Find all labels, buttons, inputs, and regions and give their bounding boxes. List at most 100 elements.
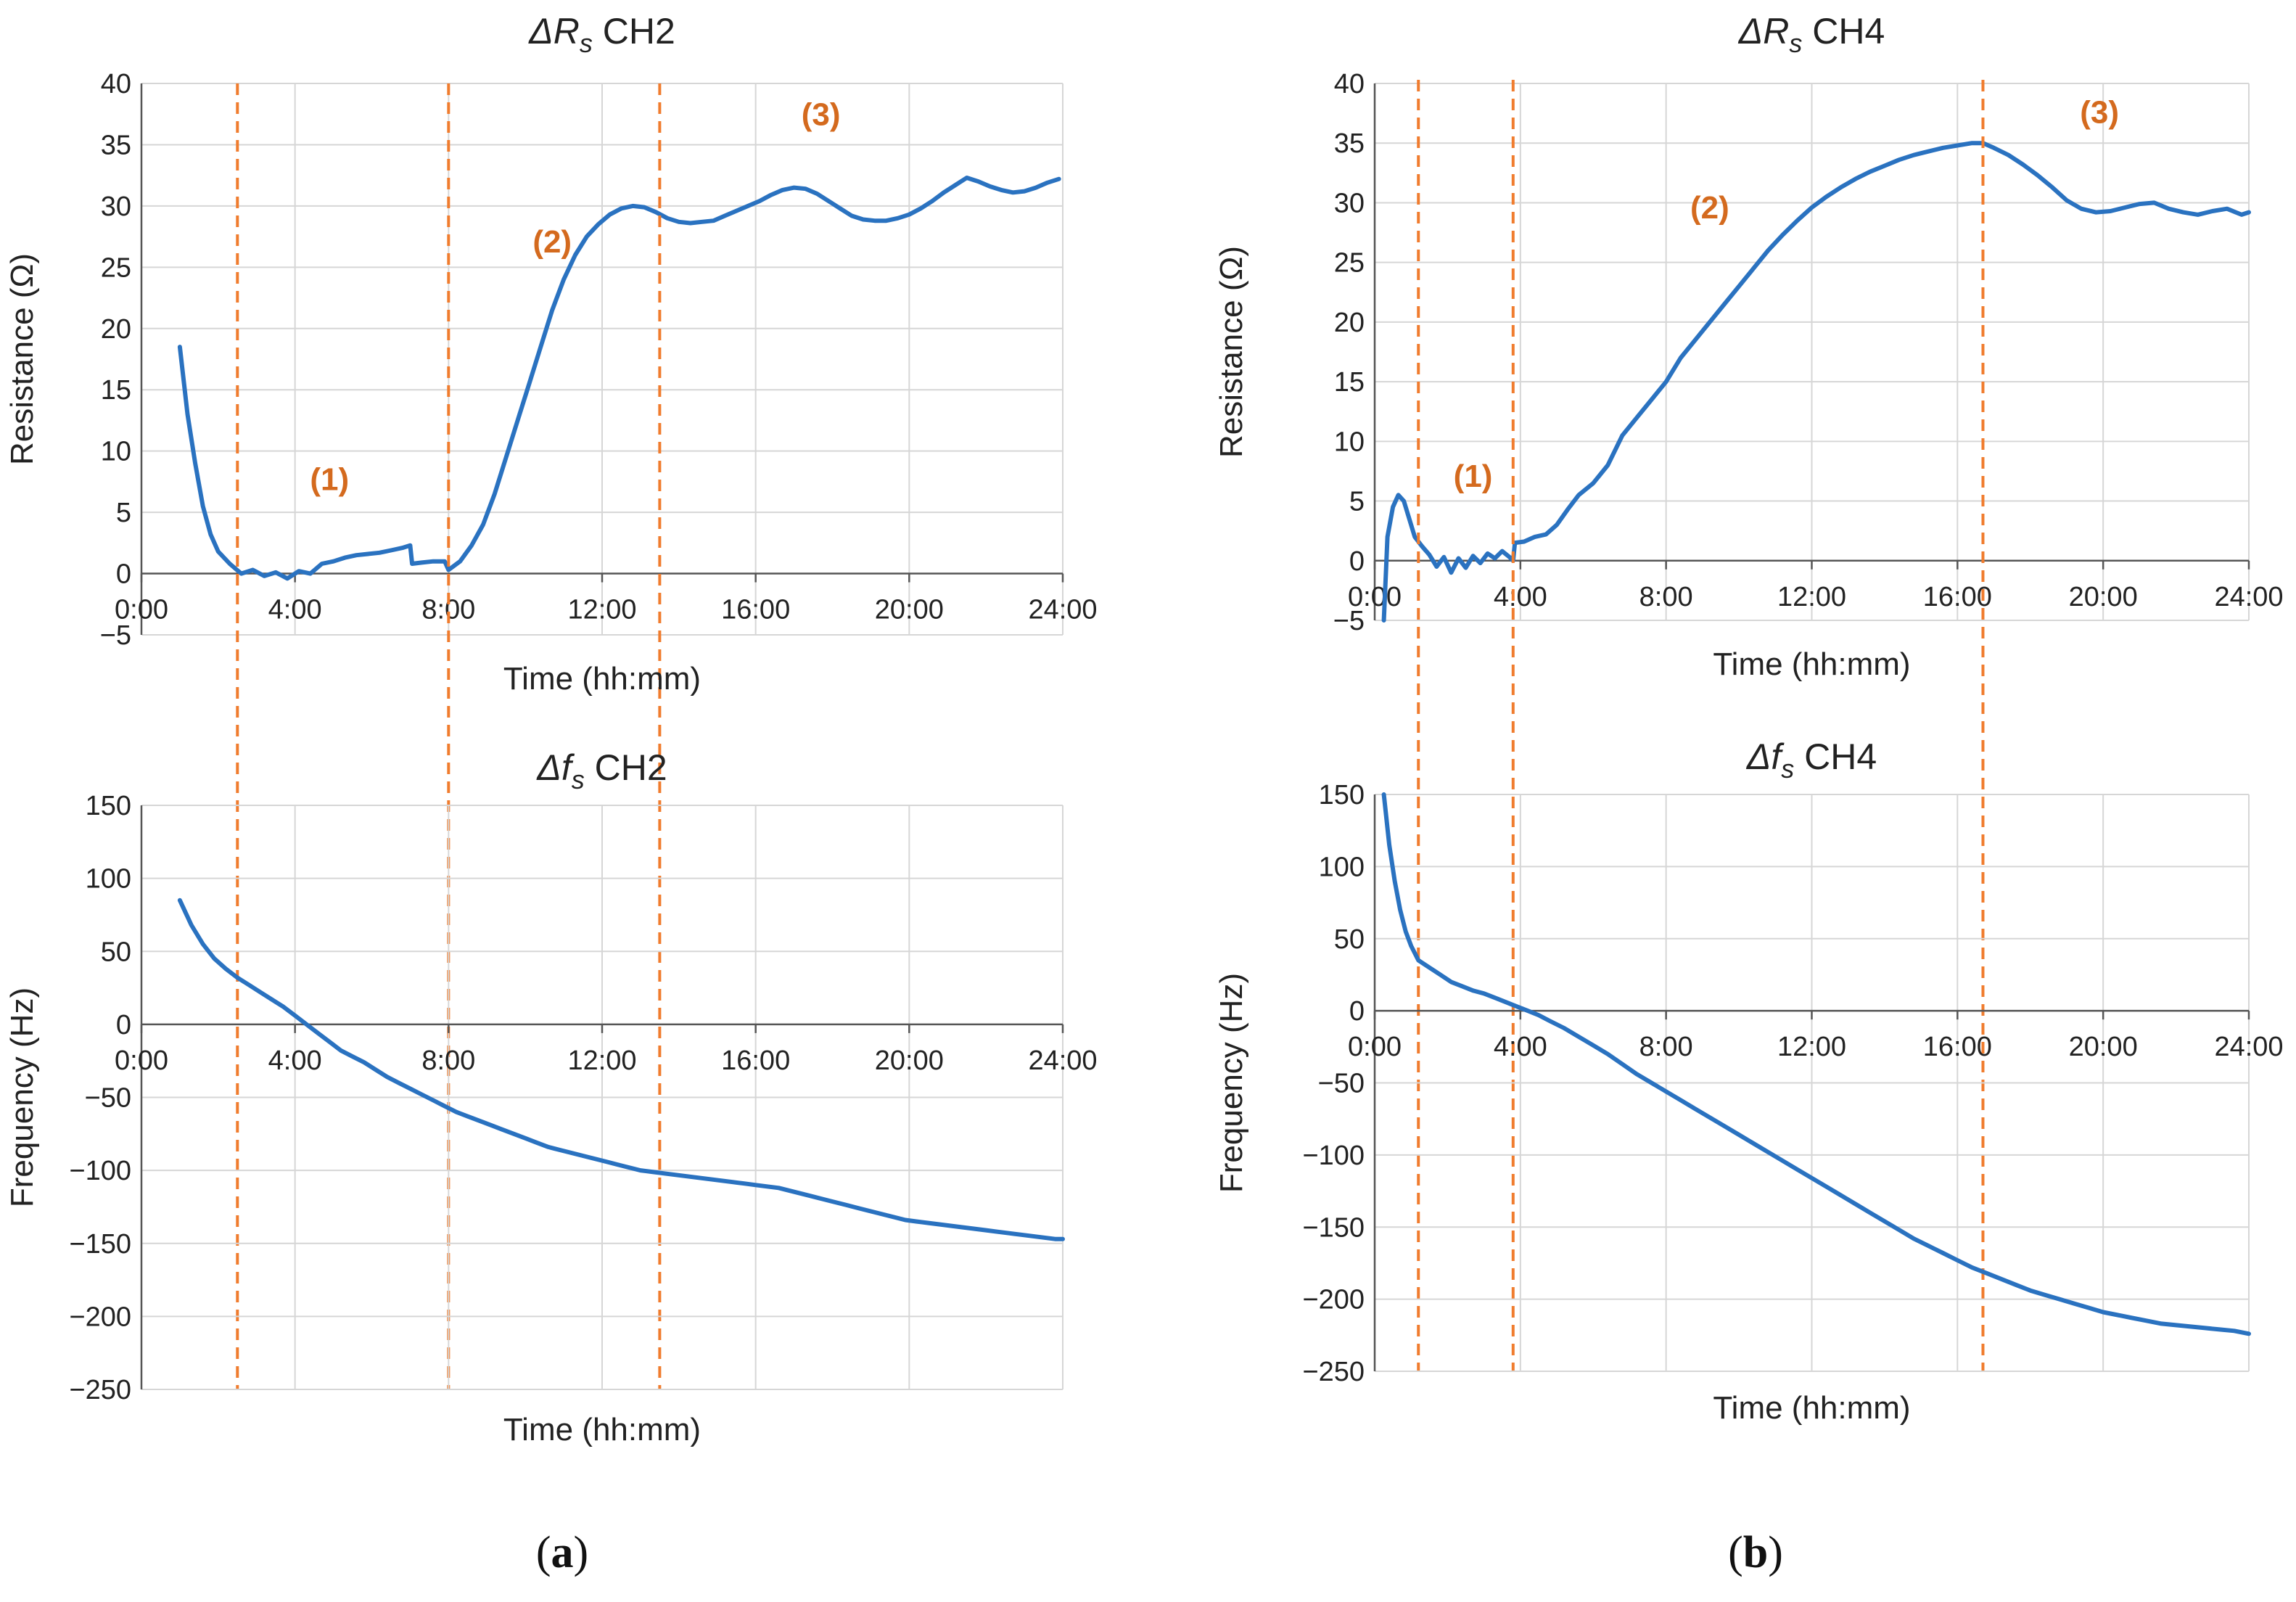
x-tick-label: 20:00 — [875, 1046, 944, 1076]
y-tick-label: −150 — [69, 1229, 131, 1260]
x-tick-label: 0:00 — [115, 1046, 168, 1076]
x-tick-label: 24:00 — [1028, 1046, 1097, 1076]
y-tick-label: 150 — [1319, 780, 1365, 810]
title-symbol: ΔR — [1738, 11, 1790, 52]
y-tick-label: 15 — [101, 375, 131, 406]
x-tick-label: 4:00 — [268, 595, 322, 625]
phase-label: (1) — [1454, 459, 1493, 494]
y-axis-label: Frequency (Hz) — [1214, 973, 1249, 1193]
panel-label-a: (a) — [536, 1528, 588, 1577]
x-axis-label: Time (hh:mm) — [503, 661, 701, 697]
chart-ch4-resistance: −5 0 5 10 15 20 25 30 35 40 0:00 4:00 8:00 12:00 16:00… — [1214, 11, 2284, 1371]
y-tick-label: −250 — [69, 1375, 131, 1405]
x-tick-label: 0:00 — [1348, 582, 1402, 612]
title-subscript: s — [580, 28, 593, 58]
x-tick-label: 20:00 — [2069, 1032, 2138, 1062]
x-tick-label: 24:00 — [2214, 1032, 2283, 1062]
chart-ch2-frequency: −250 −200 −150 −100 −50 0 50 100 150 0:00 4:00 8:00… — [4, 747, 1098, 1447]
y-tick-label: 30 — [1334, 188, 1365, 218]
y-tick-label: −50 — [85, 1083, 131, 1114]
y-tick-label: 150 — [86, 791, 131, 821]
x-tick-label: 24:00 — [2214, 582, 2283, 612]
y-tick-label: 25 — [101, 252, 131, 283]
x-axis-label: Time (hh:mm) — [503, 1412, 701, 1447]
title-channel: CH4 — [1794, 736, 1877, 777]
title-channel: CH2 — [593, 11, 675, 52]
y-axis-label: Resistance (Ω) — [4, 253, 40, 465]
y-axis-label: Frequency (Hz) — [4, 987, 40, 1207]
series-line — [177, 176, 1061, 581]
title-subscript: s — [1789, 28, 1802, 58]
x-tick-label: 8:00 — [1639, 1032, 1693, 1062]
chart-title: ΔRs CH4 — [1738, 11, 1885, 58]
x-tick-label: 12:00 — [567, 1046, 636, 1076]
y-tick-label: 25 — [1334, 248, 1365, 279]
x-tick-label: 16:00 — [721, 595, 790, 625]
y-tick-label: 35 — [1334, 128, 1365, 159]
series-line — [177, 897, 1065, 1241]
phase-label: (3) — [2080, 94, 2119, 130]
x-tick-label: 8:00 — [1639, 582, 1693, 612]
chart-title: Δfs CH2 — [536, 747, 667, 794]
y-tick-label: −250 — [1302, 1357, 1365, 1387]
y-axis-label: Resistance (Ω) — [1214, 246, 1249, 458]
title-symbol: Δf — [536, 747, 575, 788]
x-axis-label: Time (hh:mm) — [1713, 646, 1910, 682]
y-tick-label: 100 — [86, 864, 131, 895]
title-channel: CH4 — [1802, 11, 1885, 52]
y-tick-label: −5 — [1333, 606, 1365, 636]
y-tick-label: 10 — [101, 437, 131, 467]
y-tick-label: 5 — [1349, 487, 1365, 517]
x-tick-label: 12:00 — [1777, 582, 1846, 612]
phase-label: (3) — [802, 96, 841, 132]
x-tick-label: 4:00 — [1494, 582, 1547, 612]
y-tick-label: 15 — [1334, 367, 1365, 398]
phase-label: (2) — [1690, 190, 1729, 226]
y-tick-label: 20 — [1334, 308, 1365, 338]
phase-label: (1) — [310, 462, 349, 498]
x-tick-label: 0:00 — [1348, 1032, 1402, 1062]
x-tick-label: 8:00 — [421, 1046, 475, 1076]
y-tick-label: −150 — [1302, 1212, 1365, 1243]
y-tick-label: 0 — [1349, 996, 1365, 1027]
series-line — [1381, 792, 2251, 1336]
title-symbol: ΔR — [528, 11, 580, 52]
y-tick-label: 35 — [101, 130, 131, 160]
title-symbol: Δf — [1746, 736, 1785, 777]
x-tick-label: 4:00 — [1494, 1032, 1547, 1062]
y-tick-label: −100 — [1302, 1141, 1365, 1171]
x-tick-label: 16:00 — [721, 1046, 790, 1076]
phase-label: (2) — [532, 224, 572, 260]
y-tick-label: 0 — [116, 559, 131, 590]
y-tick-label: 40 — [1334, 69, 1365, 99]
x-tick-label: 16:00 — [1923, 1032, 1992, 1062]
x-tick-label: 12:00 — [1777, 1032, 1846, 1062]
chart-title: Δfs CH4 — [1746, 736, 1877, 784]
x-tick-label: 0:00 — [115, 595, 168, 625]
y-tick-label: 0 — [1349, 546, 1365, 577]
y-tick-label: 10 — [1334, 427, 1365, 457]
y-tick-label: 30 — [101, 192, 131, 222]
chart-title: ΔRs CH2 — [528, 11, 675, 58]
x-tick-label: 4:00 — [268, 1046, 322, 1076]
y-tick-label: 50 — [101, 937, 131, 967]
y-tick-label: 40 — [101, 69, 131, 99]
y-tick-label: −100 — [69, 1156, 131, 1186]
title-subscript: s — [1781, 754, 1794, 784]
y-tick-label: −200 — [1302, 1285, 1365, 1315]
y-tick-label: 20 — [101, 314, 131, 345]
y-tick-label: 100 — [1319, 852, 1365, 882]
y-tick-label: −5 — [100, 620, 131, 651]
x-axis-label: Time (hh:mm) — [1713, 1390, 1910, 1426]
x-tick-label: 12:00 — [567, 595, 636, 625]
y-tick-label: 0 — [116, 1010, 131, 1040]
title-channel: CH2 — [585, 747, 667, 788]
x-tick-label: 24:00 — [1028, 595, 1097, 625]
series-line — [1381, 141, 2251, 623]
y-tick-label: 50 — [1334, 924, 1365, 955]
x-tick-label: 16:00 — [1923, 582, 1992, 612]
panel-label-b: (b) — [1728, 1528, 1783, 1577]
title-subscript: s — [572, 765, 585, 794]
